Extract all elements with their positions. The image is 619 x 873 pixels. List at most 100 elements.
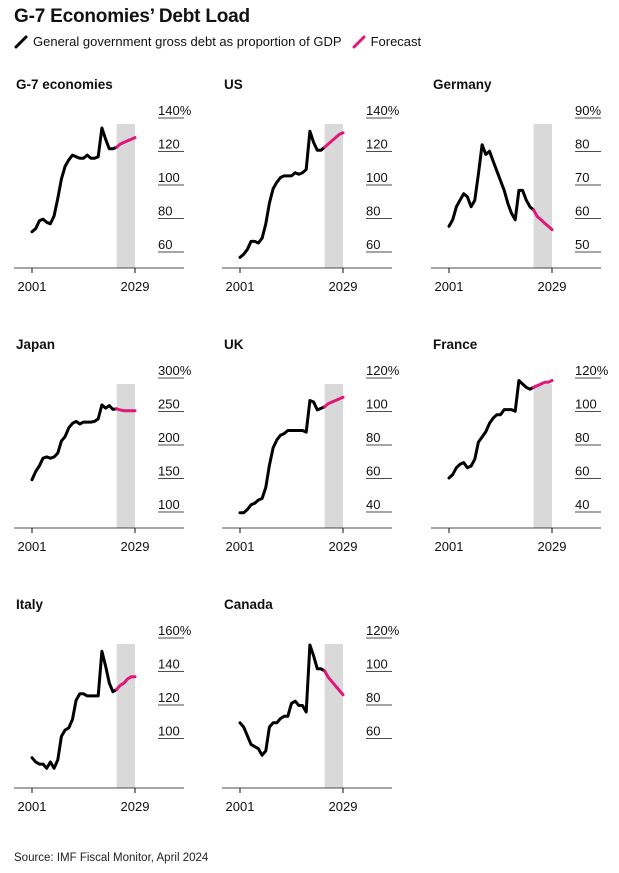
panel-title: France xyxy=(433,337,478,352)
y-tick-label: 80 xyxy=(575,137,589,152)
y-tick-label: 200 xyxy=(158,430,180,445)
x-tick-label: 2001 xyxy=(435,279,464,294)
y-tick-label: 120 xyxy=(158,137,180,152)
legend-forecast-label: Forecast xyxy=(370,34,422,49)
y-tick-label: 300% xyxy=(158,363,192,378)
panel-title: G-7 economies xyxy=(16,77,113,92)
forecast-band xyxy=(533,384,552,528)
forecast-debt-line xyxy=(115,675,137,691)
x-tick-label: 2001 xyxy=(18,539,47,554)
x-tick-label: 2001 xyxy=(18,799,47,814)
panel-chart: US 140% 120 100 80 60 2001 2029 xyxy=(222,77,400,294)
x-tick-label: 2001 xyxy=(435,539,464,554)
panel-chart: UK 120% 100 80 60 40 2001 2029 xyxy=(222,337,400,554)
x-tick-label: 2001 xyxy=(226,539,255,554)
y-tick-label: 120% xyxy=(575,363,609,378)
y-tick-label: 120% xyxy=(366,623,400,638)
panel-title: Germany xyxy=(433,77,492,92)
legend: General government gross debt as proport… xyxy=(14,34,421,49)
actual-debt-line xyxy=(447,379,536,480)
y-tick-label: 100 xyxy=(158,170,180,185)
y-tick-label: 100 xyxy=(575,397,597,412)
forecast-band xyxy=(116,644,135,788)
legend-forecast-swatch-icon xyxy=(352,35,366,48)
x-tick-label: 2029 xyxy=(538,539,567,554)
x-tick-label: 2029 xyxy=(329,799,358,814)
y-tick-label: 160% xyxy=(158,623,192,638)
y-tick-label: 250 xyxy=(158,397,180,412)
panel-germany: Germany 90% 80 70 60 50 2001 2029 xyxy=(431,74,619,314)
forecast-debt-line xyxy=(115,407,137,413)
source-note: Source: IMF Fiscal Monitor, April 2024 xyxy=(14,852,209,864)
y-tick-label: 140% xyxy=(366,103,400,118)
y-tick-label: 60 xyxy=(575,204,589,219)
y-tick-label: 100 xyxy=(158,497,180,512)
panel-france: France 120% 100 80 60 40 2001 2029 xyxy=(431,334,619,574)
panel-japan: Japan 300% 250 200 150 100 2001 2029 xyxy=(14,334,214,574)
actual-debt-line xyxy=(447,143,536,228)
actual-debt-line xyxy=(30,126,119,234)
y-tick-label: 100 xyxy=(366,170,388,185)
x-tick-label: 2029 xyxy=(329,539,358,554)
panel-g-7-economies: G-7 economies 140% 120 100 80 60 2001 2029 xyxy=(14,74,214,314)
panel-chart: G-7 economies 140% 120 100 80 60 2001 2029 xyxy=(14,77,192,294)
y-tick-label: 60 xyxy=(158,237,172,252)
x-tick-label: 2001 xyxy=(226,279,255,294)
panel-chart: Italy 160% 140 120 100 2001 2029 xyxy=(14,597,192,814)
actual-debt-line xyxy=(238,643,327,757)
actual-debt-line xyxy=(30,403,119,482)
forecast-debt-line xyxy=(532,379,554,389)
y-tick-label: 140 xyxy=(158,657,180,672)
panel-chart: France 120% 100 80 60 40 2001 2029 xyxy=(431,337,609,554)
forecast-band xyxy=(533,124,552,268)
y-tick-label: 90% xyxy=(575,103,601,118)
y-tick-label: 50 xyxy=(575,237,589,252)
y-tick-label: 120 xyxy=(366,137,388,152)
y-tick-label: 80 xyxy=(575,430,589,445)
panel-canada: Canada 120% 100 80 60 2001 2029 xyxy=(222,594,422,834)
y-tick-label: 40 xyxy=(366,497,380,512)
forecast-band xyxy=(116,124,135,268)
legend-actual-swatch-icon xyxy=(14,35,28,48)
forecast-debt-line xyxy=(323,669,345,697)
panel-chart: Japan 300% 250 200 150 100 2001 2029 xyxy=(14,337,192,554)
forecast-debt-line xyxy=(532,208,554,232)
forecast-band xyxy=(324,384,343,528)
y-tick-label: 80 xyxy=(366,690,380,705)
x-tick-label: 2029 xyxy=(121,279,150,294)
x-tick-label: 2001 xyxy=(18,279,47,294)
forecast-debt-line xyxy=(323,395,345,409)
y-tick-label: 60 xyxy=(575,464,589,479)
panel-chart: Germany 90% 80 70 60 50 2001 2029 xyxy=(431,77,601,294)
y-tick-label: 60 xyxy=(366,724,380,739)
forecast-debt-line xyxy=(323,131,345,149)
y-tick-label: 100 xyxy=(366,397,388,412)
panel-uk: UK 120% 100 80 60 40 2001 2029 xyxy=(222,334,422,574)
panel-title: US xyxy=(224,77,243,92)
x-tick-label: 2029 xyxy=(121,539,150,554)
actual-debt-line xyxy=(30,649,119,770)
panel-chart: Canada 120% 100 80 60 2001 2029 xyxy=(222,597,400,814)
y-tick-label: 120 xyxy=(158,690,180,705)
panel-us: US 140% 120 100 80 60 2001 2029 xyxy=(222,74,422,314)
y-tick-label: 70 xyxy=(575,170,589,185)
forecast-band xyxy=(324,644,343,788)
legend-actual-label: General government gross debt as proport… xyxy=(33,34,342,49)
actual-debt-line xyxy=(238,129,327,259)
y-tick-label: 150 xyxy=(158,464,180,479)
y-tick-label: 40 xyxy=(575,497,589,512)
x-tick-label: 2029 xyxy=(121,799,150,814)
y-tick-label: 80 xyxy=(366,204,380,219)
y-tick-label: 80 xyxy=(158,204,172,219)
forecast-band xyxy=(324,124,343,268)
forecast-debt-line xyxy=(115,136,137,149)
panel-title: UK xyxy=(224,337,244,352)
chart-title: G-7 Economies’ Debt Load xyxy=(14,6,250,27)
actual-debt-line xyxy=(238,399,327,515)
panel-title: Japan xyxy=(16,337,55,352)
y-tick-label: 60 xyxy=(366,464,380,479)
forecast-band xyxy=(116,384,135,528)
y-tick-label: 100 xyxy=(158,724,180,739)
y-tick-label: 60 xyxy=(366,237,380,252)
